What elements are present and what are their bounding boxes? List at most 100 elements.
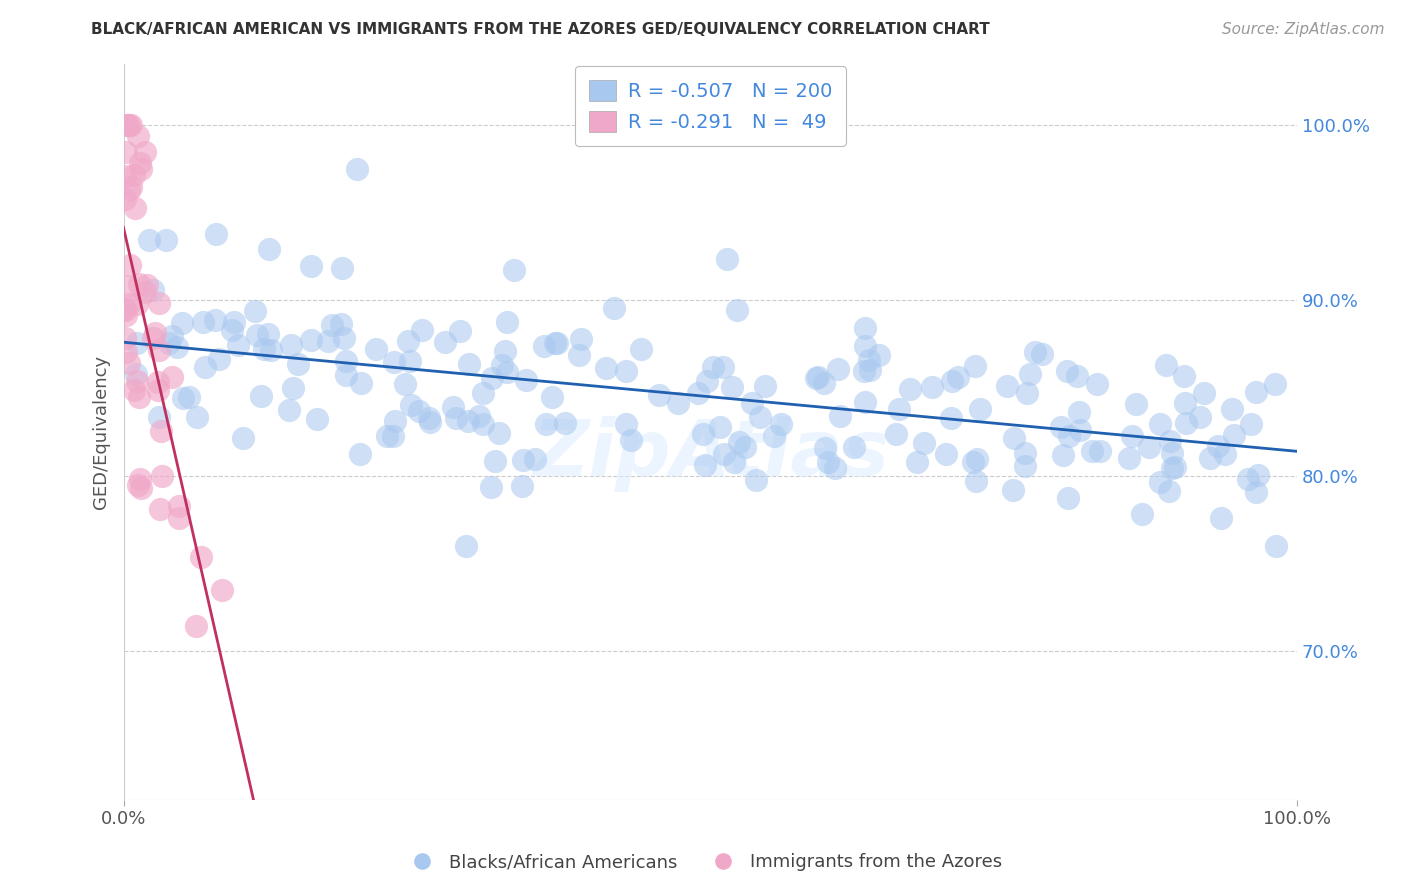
Point [1236, 472, 1258, 486]
Point [488, 425, 510, 440]
Point [965, 359, 987, 374]
Point [127, 336, 149, 351]
Point [243, 304, 266, 318]
Point [853, 364, 876, 378]
Point [858, 353, 880, 368]
Point [496, 315, 519, 329]
Point [321, 318, 343, 332]
Point [117, 119, 139, 133]
Point [122, 383, 145, 397]
Point [1052, 448, 1074, 462]
Point [471, 385, 494, 400]
Point [692, 426, 714, 441]
Point [1085, 377, 1108, 392]
Point [114, 169, 136, 183]
Point [1019, 367, 1042, 381]
Point [117, 119, 139, 133]
Point [540, 390, 562, 404]
Point [716, 252, 738, 266]
Point [1024, 344, 1046, 359]
Point [149, 502, 172, 516]
Point [250, 389, 273, 403]
Text: BLACK/AFRICAN AMERICAN VS IMMIGRANTS FROM THE AZORES GED/EQUIVALENCY CORRELATION: BLACK/AFRICAN AMERICAN VS IMMIGRANTS FRO… [91, 22, 990, 37]
Point [128, 277, 150, 292]
Point [117, 297, 139, 311]
Point [1057, 429, 1080, 443]
Point [745, 473, 768, 487]
Point [546, 336, 568, 351]
Point [138, 233, 160, 247]
Point [134, 145, 156, 160]
Point [554, 416, 576, 430]
Point [853, 321, 876, 335]
Point [114, 145, 136, 159]
Point [141, 331, 163, 345]
Point [912, 436, 935, 450]
Point [329, 317, 352, 331]
Point [1066, 368, 1088, 383]
Point [332, 260, 354, 275]
Point [921, 380, 943, 394]
Point [120, 180, 142, 194]
Point [515, 373, 537, 387]
Point [127, 128, 149, 143]
Point [411, 323, 433, 337]
Point [399, 353, 422, 368]
Point [129, 473, 152, 487]
Point [457, 357, 479, 371]
Point [494, 343, 516, 358]
Point [114, 309, 136, 323]
Point [253, 342, 276, 356]
Point [868, 347, 890, 361]
Point [763, 428, 786, 442]
Point [1174, 416, 1197, 430]
Point [1213, 447, 1236, 461]
Point [349, 447, 371, 461]
Point [666, 396, 689, 410]
Point [281, 381, 304, 395]
Point [124, 201, 146, 215]
Point [128, 390, 150, 404]
Point [1118, 450, 1140, 465]
Point [481, 370, 503, 384]
Point [299, 260, 322, 274]
Point [1240, 417, 1263, 431]
Point [510, 479, 533, 493]
Point [502, 263, 524, 277]
Point [418, 411, 440, 425]
Point [1244, 385, 1267, 400]
Point [155, 233, 177, 247]
Point [544, 335, 567, 350]
Point [693, 458, 716, 473]
Point [115, 119, 138, 133]
Point [384, 414, 406, 428]
Point [1173, 369, 1195, 384]
Point [1265, 539, 1288, 553]
Point [969, 402, 991, 417]
Point [713, 447, 735, 461]
Point [512, 452, 534, 467]
Point [1149, 475, 1171, 490]
Point [193, 315, 215, 329]
Point [1088, 444, 1111, 458]
Point [335, 353, 357, 368]
Text: ZipAtlas: ZipAtlas [531, 416, 889, 491]
Point [169, 511, 191, 525]
Point [335, 368, 357, 382]
Point [1002, 483, 1025, 498]
Point [533, 338, 555, 352]
Point [125, 367, 148, 381]
Point [1137, 440, 1160, 454]
Y-axis label: GED/Equivalency: GED/Equivalency [93, 355, 110, 508]
Point [172, 391, 194, 405]
Point [394, 377, 416, 392]
Point [211, 583, 233, 598]
Legend: R = -0.507   N = 200, R = -0.291   N =  49: R = -0.507 N = 200, R = -0.291 N = 49 [575, 66, 845, 145]
Point [148, 383, 170, 397]
Point [1014, 458, 1036, 473]
Point [813, 376, 835, 391]
Point [1069, 423, 1091, 437]
Point [316, 334, 339, 348]
Point [118, 184, 141, 198]
Point [257, 327, 280, 342]
